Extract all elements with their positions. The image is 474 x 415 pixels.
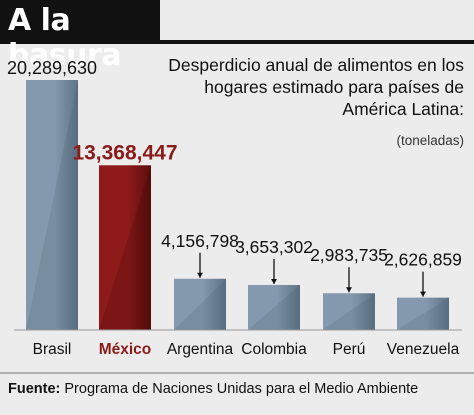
title-rule (160, 40, 474, 44)
category-label-argentina: Argentina (167, 341, 234, 358)
chart-subtitle: Desperdicio anual de alimentos en los ho… (168, 55, 464, 119)
value-arrow-argentina (197, 272, 203, 278)
value-arrow-colombia (271, 278, 277, 284)
category-label-mexico: México (99, 341, 152, 358)
bar-shade-mexico (99, 165, 151, 330)
bar-shade-argentina (174, 278, 226, 330)
category-label-colombia: Colombia (241, 341, 307, 358)
bar-argentina (174, 278, 226, 330)
value-label-mexico: 13,368,447 (72, 141, 177, 164)
bar-shade-colombia (248, 284, 300, 330)
category-label-venezuela: Venezuela (387, 341, 460, 358)
bar-mexico (99, 165, 151, 330)
value-label-argentina: 4,156,798 (161, 231, 239, 251)
bar-colombia (248, 284, 300, 330)
bar-peru (323, 293, 375, 330)
bar-shade-peru (323, 293, 375, 330)
value-label-peru: 2,983,735 (310, 245, 388, 265)
category-label-brasil: Brasil (33, 341, 72, 358)
units-label: (toneladas) (396, 133, 464, 148)
bar-chart: 20,289,630 Brasil 13,368,447 México 4,156,79… (7, 58, 462, 358)
bar-shade-venezuela (397, 297, 449, 330)
source-text: Programa de Naciones Unidas para el Medi… (64, 381, 419, 397)
value-arrow-peru (346, 287, 352, 293)
value-label-venezuela: 2,626,859 (384, 250, 462, 270)
source-label: Fuente: (8, 381, 61, 397)
page-title: A la basura (8, 3, 121, 73)
title-bar: A la basura (0, 0, 160, 73)
footer-rule (0, 372, 474, 374)
bar-brasil (26, 80, 78, 330)
value-label-colombia: 3,653,302 (235, 237, 313, 257)
source-note: Fuente: Programa de Naciones Unidas para… (8, 381, 418, 397)
category-label-peru: Perú (333, 341, 366, 358)
value-arrow-venezuela (420, 291, 426, 297)
value-label-brasil: 20,289,630 (7, 58, 97, 78)
bar-venezuela (397, 297, 449, 330)
bar-shade-brasil (26, 80, 78, 330)
